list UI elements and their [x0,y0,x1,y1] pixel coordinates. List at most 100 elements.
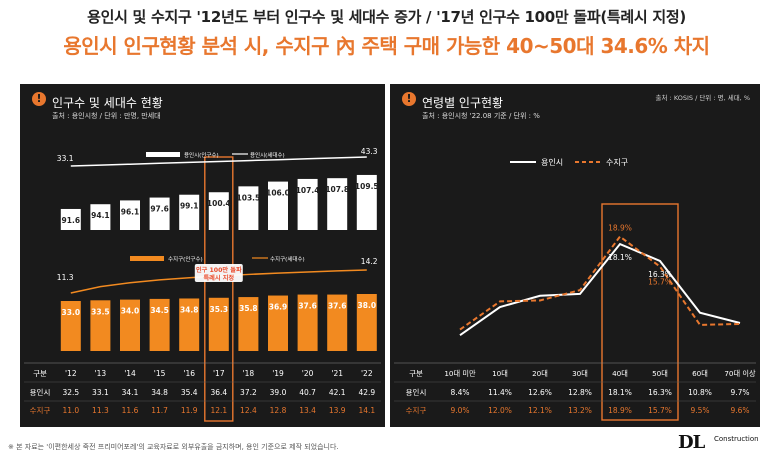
suji-bar [297,294,318,351]
suji-bar-label: 34.5 [150,306,169,315]
table-cell: 11.4% [488,388,512,397]
legend-label-population: 용인시(인구수) [184,152,219,159]
table-cell: 11.3 [92,406,109,415]
suji-bar [356,294,377,351]
suji-bar [238,297,259,351]
population-bar-label: 109.5 [355,182,379,191]
annotation-box [194,264,243,282]
table-cell: 9.0% [450,406,469,415]
table-cell: 14.1 [358,406,375,415]
population-bar [149,197,170,230]
table-year-header: '16 [183,369,195,378]
table-cell: 13.2% [568,406,592,415]
suji-household-start-label: 11.3 [57,273,74,282]
table-cell: 18.9% [608,406,632,415]
table-year-header: '14 [124,369,136,378]
suji-bar [149,298,170,351]
population-panel: ! 인구수 및 세대수 현황 출처 : 용인시청 / 단위 : 만명, 만세대 … [20,84,385,427]
suji-bar [120,299,140,351]
table-cell: 12.8% [568,388,592,397]
table-age-header: 40대 [612,369,628,378]
table-cell: 32.5 [62,388,79,397]
age-panel-source: 출처 : 용인시청 '22.08 기준 / 단위 : % [422,112,540,120]
logo-mark: DL [678,432,705,453]
table-year-header: '13 [95,369,107,378]
age-panel-title: 연령별 인구현황 [422,96,504,110]
table-cell: 36.4 [210,388,227,397]
table-cell: 10.8% [688,388,712,397]
legend-swatch-population [146,152,180,157]
table-year-header: '17 [213,369,225,378]
suji-household-end-label: 14.2 [361,257,378,266]
table-cell: 40.7 [299,388,316,397]
suji-bar [208,297,229,351]
legend-label-suji-household: 수지구(세대수) [270,255,305,263]
population-bar-label: 96.1 [121,207,140,216]
table-cell: 39.0 [270,388,287,397]
legend-label-household: 용인시(세대수) [250,151,285,159]
population-bar-label: 106.0 [266,189,290,198]
point-label: 15.7% [648,278,672,287]
table-cell: 13.4 [299,406,316,415]
highlight-box [601,203,679,421]
table-age-header: 10대 미만 [444,369,476,378]
population-bar [60,208,81,230]
exclamation-icon: ! [402,92,416,106]
table-year-header: '19 [272,369,284,378]
table-row-label: 용인시 [30,387,51,397]
population-bar [179,194,200,230]
suji-bar-label: 37.6 [298,302,317,311]
suji-bar-label: 33.0 [62,308,81,317]
population-bar [268,181,288,230]
suji-bar [327,294,348,351]
suji-bar-label: 36.9 [269,303,288,312]
table-cell: 35.4 [181,388,198,397]
legend-swatch-suji-population [130,256,164,261]
table-header-label: 구분 [33,369,47,378]
series-line-yongin [459,242,741,337]
age-panel: ! 연령별 인구현황 출처 : 용인시청 '22.08 기준 / 단위 : % … [390,84,760,427]
table-age-header: 20대 [532,369,548,378]
table-header-label: 구분 [409,369,423,378]
population-bar-chart: 91.6 94.1 96.1 97.6 99.1 100.4 103.5 106.0 107.4… [24,147,381,422]
table-cell: 9.6% [730,406,749,415]
headline-primary: 용인시 및 수지구 '12년도 부터 인구수 및 세대수 증가 / '17년 인… [87,8,686,26]
population-bar-label: 97.6 [150,205,169,214]
table-cell: 16.3% [648,388,672,397]
table-cell: 11.7 [151,406,168,415]
table-year-header: '12 [65,369,77,378]
company-logo: DL Construction [678,432,768,454]
table-year-header: '15 [154,369,166,378]
population-bar-label: 103.5 [237,193,261,202]
table-cell: 12.0% [488,406,512,415]
population-bar [327,178,348,230]
population-bar-label: 99.1 [180,202,199,211]
age-panel-unit: 출처 : KOSIS / 단위 : 명, 세대, % [655,94,750,102]
suji-bar-label: 38.0 [358,301,377,310]
population-bar [238,186,259,230]
population-bar [208,192,229,230]
suji-bar-label: 35.3 [210,305,229,314]
table-cell: 9.7% [730,388,749,397]
household-line-yongin [70,156,367,167]
population-panel-title: 인구수 및 세대수 현황 [52,96,163,110]
population-bar-label: 94.1 [91,211,110,220]
household-start-label: 33.1 [57,154,74,163]
legend-label-suji: 수지구 [606,158,628,167]
suji-bar-label: 33.5 [91,307,110,316]
population-bar [90,204,111,230]
table-cell: 11.0 [62,406,79,415]
table-cell: 42.9 [358,388,375,397]
highlight-box [204,156,234,422]
table-cell: 9.5% [690,406,709,415]
table-age-header: 70대 이상 [724,369,756,378]
household-end-label: 43.3 [361,147,378,156]
suji-bar-label: 37.6 [328,302,347,311]
population-bar-label: 107.8 [325,185,349,194]
table-year-header: '22 [361,369,373,378]
point-label: 18.1% [608,253,632,262]
suji-bar [268,295,288,351]
table-row-label: 수지구 [406,406,427,415]
legend-label-yongin: 용인시 [541,157,563,167]
